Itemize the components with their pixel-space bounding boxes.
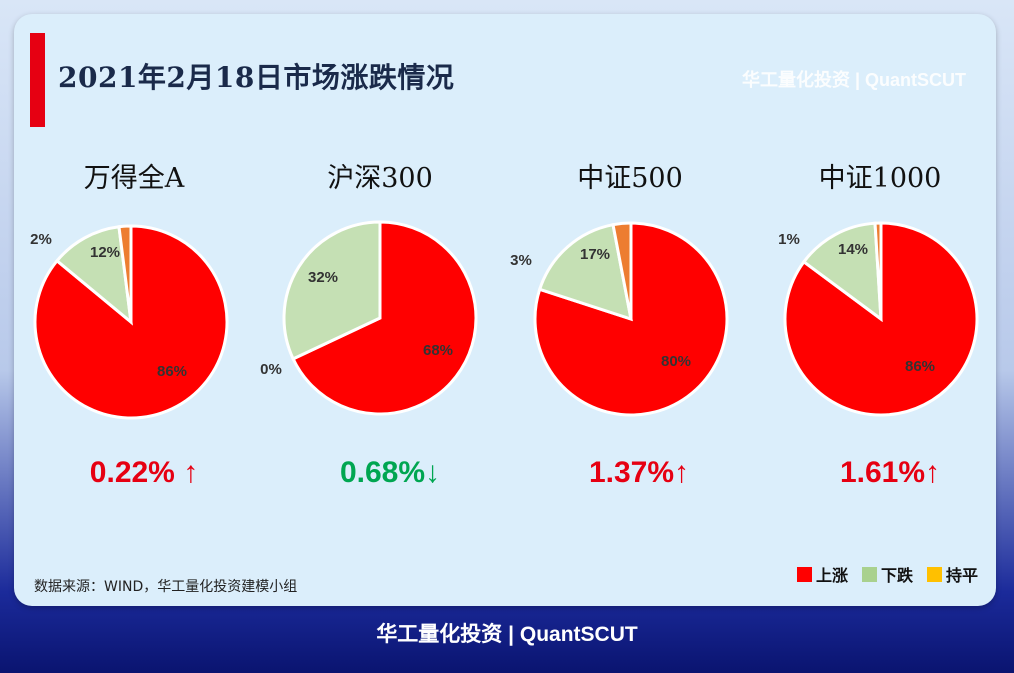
pie-charts: 86% 12% 2% 68% 32% 0% 80% 17% 3% 86% 14% 1% xyxy=(30,220,979,420)
pie-1-label-0: 68% xyxy=(423,342,453,359)
data-source-note: 数据来源：WIND，华工量化投资建模小组 xyxy=(34,579,298,595)
pie-2-slice-1 xyxy=(537,222,633,322)
change-value-0: 0.22% ↑ xyxy=(89,456,199,489)
pie-3-slice-1 xyxy=(801,221,883,323)
legend-item-flat: 持平 xyxy=(926,562,978,586)
pie-3-slice-2 xyxy=(873,221,883,320)
legend-label-flat: 持平 xyxy=(945,566,978,585)
pie-title-3: 中证1000 xyxy=(818,163,942,194)
pie-0-label-2: 2% xyxy=(30,231,52,248)
pie-0-label-0: 86% xyxy=(157,363,187,380)
pie-0-slice-2 xyxy=(117,224,133,323)
legend-swatch-down xyxy=(861,566,877,582)
legend: 上涨 下跌 持平 xyxy=(796,562,978,586)
pie-1-label-2: 0% xyxy=(260,361,282,378)
change-value-3: 1.61%↑ xyxy=(839,456,941,489)
pie-title-0: 万得全A xyxy=(83,163,185,194)
pie-1-label-1: 32% xyxy=(308,269,338,286)
watermark: 华工量化投资 | QuantSCUT xyxy=(741,70,966,90)
legend-item-up: 上涨 xyxy=(796,562,848,586)
pie-title-2: 中证500 xyxy=(577,163,683,194)
pie-2-label-0: 80% xyxy=(661,353,691,370)
pie-2-slice-2 xyxy=(611,221,633,320)
legend-swatch-up xyxy=(796,566,812,582)
legend-swatch-flat xyxy=(926,566,942,582)
pie-title-1: 沪深300 xyxy=(327,163,433,194)
pie-3-label-0: 86% xyxy=(905,358,935,375)
pie-1-slice-1 xyxy=(282,220,382,361)
pie-1-slice-0 xyxy=(291,220,478,416)
title-accent-bar xyxy=(30,33,45,127)
legend-label-up: 上涨 xyxy=(815,566,848,585)
chart-card: 2021年2月18日市场涨跌情况 华工量化投资 | QuantSCUT 万得全A… xyxy=(14,14,996,606)
pie-3-label-2: 1% xyxy=(778,231,800,248)
footer-brand: 华工量化投资 | QuantSCUT xyxy=(376,623,638,646)
pie-2-label-2: 3% xyxy=(510,252,532,269)
pie-3-label-1: 14% xyxy=(838,241,868,258)
legend-label-down: 下跌 xyxy=(880,566,913,585)
page-title: 2021年2月18日市场涨跌情况 xyxy=(58,61,455,94)
change-value-1: 0.68%↓ xyxy=(339,456,441,489)
legend-item-down: 下跌 xyxy=(861,562,913,586)
pie-2-label-1: 17% xyxy=(580,246,610,263)
pie-0-label-1: 12% xyxy=(90,244,120,261)
change-value-2: 1.37%↑ xyxy=(588,456,690,489)
